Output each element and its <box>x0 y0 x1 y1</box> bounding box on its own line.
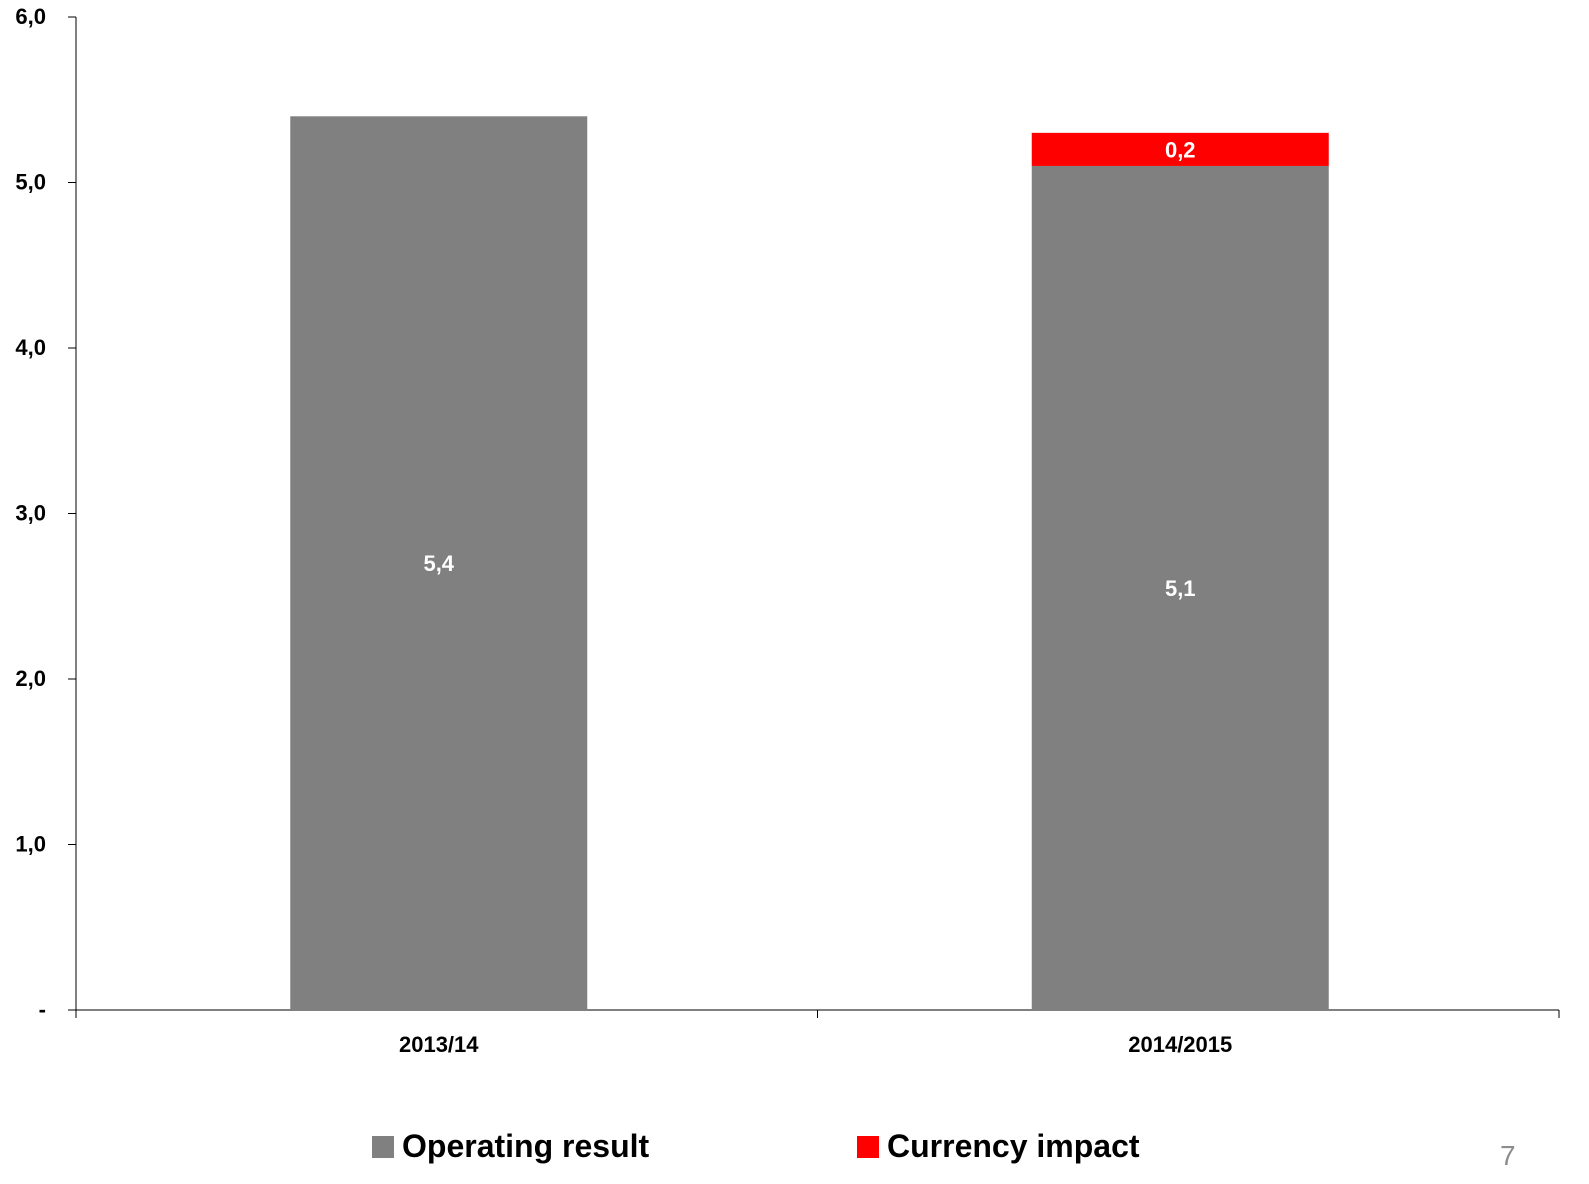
legend-label-currency-impact: Currency impact <box>887 1128 1140 1164</box>
y-tick-label: 6,0 <box>15 4 46 29</box>
legend-swatch-operating-result <box>372 1135 394 1158</box>
y-tick-label: 1,0 <box>15 832 46 857</box>
bar-segment-operating-result <box>290 116 588 1011</box>
legend-item-currency-impact: Currency impact <box>857 1128 1140 1165</box>
legend: Operating result Currency impact <box>0 1128 1589 1168</box>
bar-segment-currency-impact <box>1031 132 1329 166</box>
legend-swatch-currency-impact <box>857 1135 879 1158</box>
y-tick-label: 4,0 <box>15 335 46 360</box>
page-number: 7 <box>1500 1140 1516 1171</box>
data-label: 5,1 <box>1165 576 1196 601</box>
x-category-label: 2013/14 <box>399 1032 479 1057</box>
stacked-bar-chart: -1,02,03,04,05,06,0 5,45,10,2 2013/14 201… <box>15 4 1560 1057</box>
data-labels: 5,4 5,1 0,2 <box>423 137 1195 601</box>
x-axis-categories: 2013/14 2014/2015 <box>399 1032 1232 1057</box>
bar-segment-operating-result <box>1031 165 1329 1010</box>
y-tick-label: 3,0 <box>15 501 46 526</box>
bar-group <box>290 116 1329 1011</box>
y-tick-label: 5,0 <box>15 170 46 195</box>
legend-item-operating-result: Operating result <box>372 1128 649 1165</box>
y-tick-label: 2,0 <box>15 666 46 691</box>
data-label: 5,4 <box>423 551 454 576</box>
data-label: 0,2 <box>1165 137 1196 162</box>
x-category-label: 2014/2015 <box>1128 1032 1232 1057</box>
y-axis-ticks: - 1,0 2,0 3,0 4,0 5,0 6,0 <box>15 4 76 1022</box>
y-tick-label: - <box>39 997 46 1022</box>
legend-label-operating-result: Operating result <box>402 1128 650 1164</box>
